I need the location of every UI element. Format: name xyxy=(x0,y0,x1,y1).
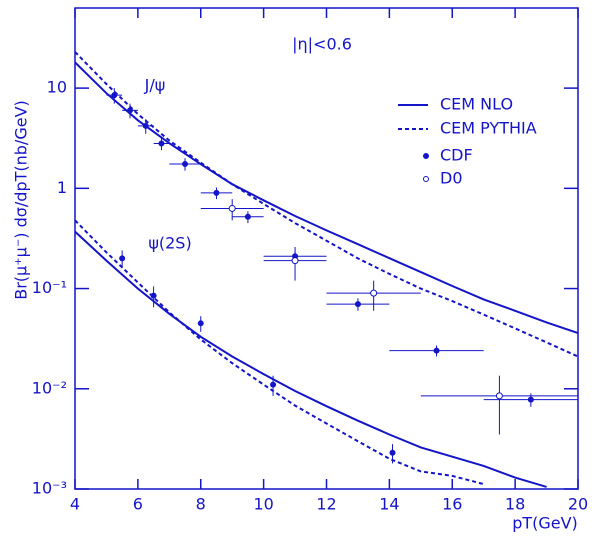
x-tick-label: 6 xyxy=(133,495,143,514)
y-tick-label: 10⁻² xyxy=(32,378,67,397)
legend-label: CEM PYTHIA xyxy=(440,119,537,138)
annotation: |η|<0.6 xyxy=(292,35,352,54)
curve xyxy=(75,219,484,486)
y-tick-label: 10⁻¹ xyxy=(32,278,67,297)
data-point xyxy=(197,320,204,327)
y-axis-label: Br(μ⁺μ⁻) dσ/dpT(nb/GeV) xyxy=(12,100,31,300)
data-point xyxy=(111,92,118,99)
curve xyxy=(75,61,578,334)
y-tick-label: 10 xyxy=(47,78,67,97)
annotation: ψ(2S) xyxy=(148,234,191,253)
data-point xyxy=(354,301,361,308)
curve xyxy=(75,51,578,358)
x-tick-label: 16 xyxy=(442,495,462,514)
legend-label: D0 xyxy=(440,169,463,188)
data-point xyxy=(370,289,378,297)
x-tick-label: 12 xyxy=(316,495,336,514)
x-tick-label: 14 xyxy=(379,495,399,514)
y-tick-label: 10⁻³ xyxy=(32,479,67,498)
x-tick-label: 20 xyxy=(568,495,588,514)
data-point xyxy=(433,347,440,354)
data-point xyxy=(389,449,396,456)
curve xyxy=(75,230,547,488)
x-tick-label: 10 xyxy=(253,495,273,514)
y-tick-label: 1 xyxy=(57,178,67,197)
data-point xyxy=(158,140,165,147)
data-point xyxy=(527,396,534,403)
data-point xyxy=(495,392,503,400)
x-tick-label: 4 xyxy=(70,495,80,514)
legend-label: CDF xyxy=(440,146,473,165)
data-point xyxy=(127,107,134,114)
x-tick-label: 8 xyxy=(196,495,206,514)
legend-label: CEM NLO xyxy=(440,95,513,114)
data-point xyxy=(291,257,299,265)
data-point xyxy=(270,381,277,388)
data-point xyxy=(142,122,149,129)
data-point xyxy=(244,213,251,220)
legend-swatch xyxy=(423,153,429,159)
data-point xyxy=(228,204,236,212)
plot-area xyxy=(75,51,578,488)
legend-swatch xyxy=(423,176,429,182)
x-axis-label: pT(GeV) xyxy=(512,514,578,533)
data-point xyxy=(119,255,126,262)
data-point xyxy=(182,160,189,167)
annotation: J/ψ xyxy=(144,76,166,95)
data-point xyxy=(150,292,157,299)
data-point xyxy=(213,189,220,196)
x-tick-label: 18 xyxy=(505,495,525,514)
